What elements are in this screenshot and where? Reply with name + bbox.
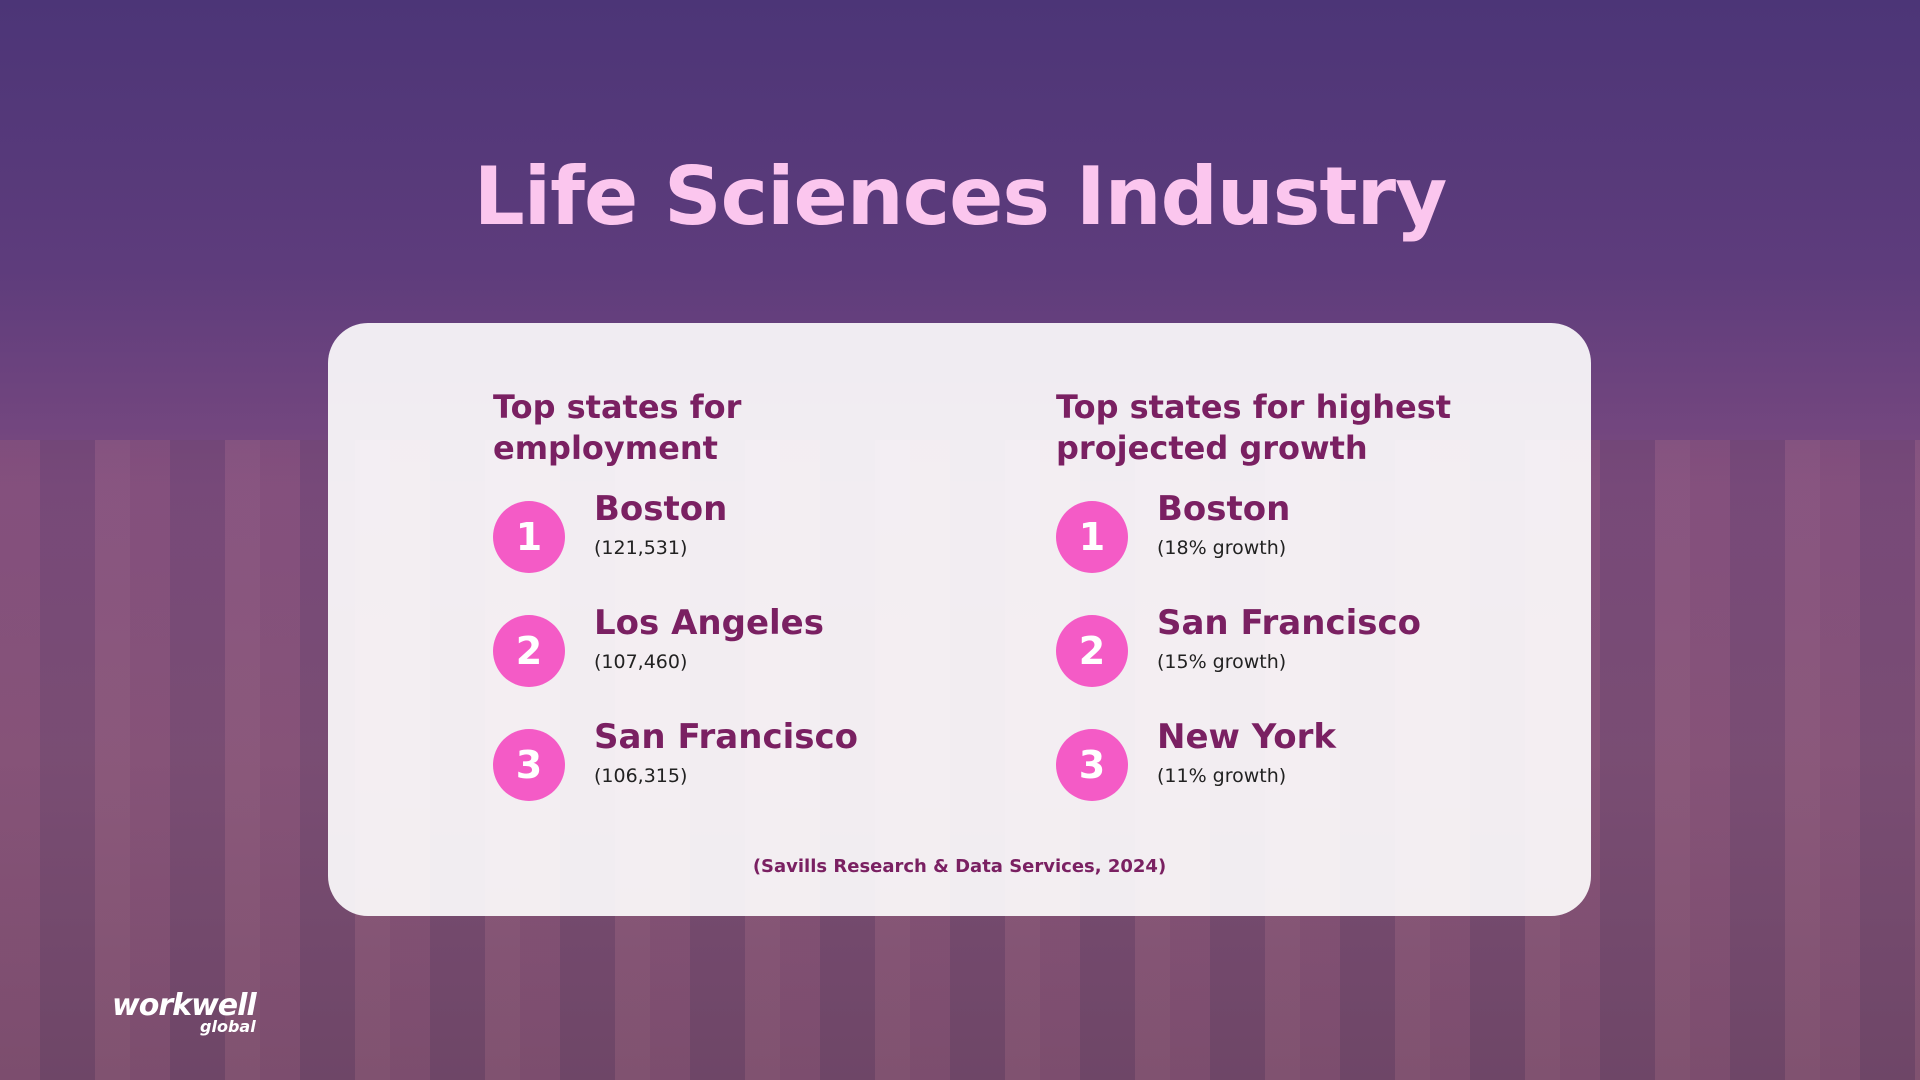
city: New York <box>1157 717 1336 757</box>
detail: (11% growth) <box>1157 765 1287 787</box>
detail: (18% growth) <box>1157 537 1287 559</box>
column: Top states for employment 1 Boston (121,531… <box>493 387 858 801</box>
column: Top states for highest projected growth 1… <box>1056 387 1451 801</box>
rank: 1 <box>1056 501 1128 573</box>
column-heading: Top states for employment <box>493 387 741 469</box>
rank: 3 <box>1056 729 1128 801</box>
city: San Francisco <box>594 717 858 757</box>
detail: (15% growth) <box>1157 651 1287 673</box>
logo-name: workwell <box>112 988 257 1023</box>
source: (Savills Research & Data Services, 2024) <box>752 856 1167 877</box>
heading-line: projected growth <box>1056 429 1368 467</box>
logo-sub: global <box>200 1017 256 1036</box>
city: Boston <box>1157 489 1291 529</box>
rank: 3 <box>493 729 565 801</box>
heading-line: Top states for <box>493 388 742 426</box>
rank: 2 <box>493 615 565 687</box>
list-item: 1 Boston (121,531) <box>493 489 993 573</box>
list-item: 3 San Francisco (106,315) <box>493 717 993 801</box>
city: Los Angeles <box>594 603 824 643</box>
heading-line: Top states for highest <box>1056 388 1452 426</box>
column-heading: Top states for highest projected growth <box>1056 387 1451 469</box>
logo: workwell global <box>112 988 257 1036</box>
list-item: 3 New York (11% growth) <box>1056 717 1556 801</box>
card: Top states for employment 1 Boston (121,531… <box>328 323 1591 916</box>
city: Boston <box>594 489 728 529</box>
heading-line: employment <box>493 429 718 467</box>
detail: (121,531) <box>594 537 688 559</box>
city: San Francisco <box>1157 603 1421 643</box>
list-item: 2 Los Angeles (107,460) <box>493 603 993 687</box>
list-item: 1 Boston (18% growth) <box>1056 489 1556 573</box>
title: Life Sciences Industry <box>473 150 1448 243</box>
rank: 1 <box>493 501 565 573</box>
detail: (107,460) <box>594 651 688 673</box>
detail: (106,315) <box>594 765 688 787</box>
list-item: 2 San Francisco (15% growth) <box>1056 603 1556 687</box>
rank: 2 <box>1056 615 1128 687</box>
